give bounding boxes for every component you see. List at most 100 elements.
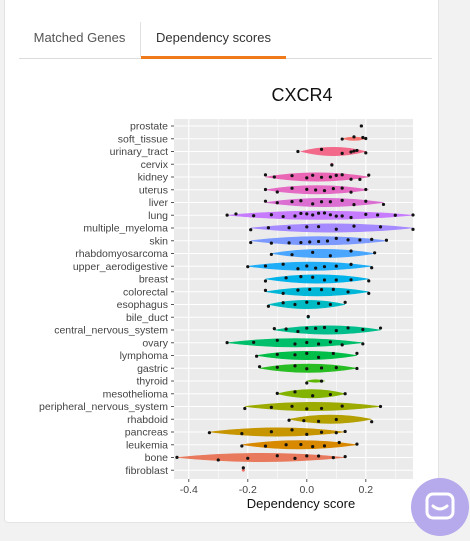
data-point (252, 340, 256, 344)
data-point (340, 214, 344, 218)
data-point (334, 417, 338, 422)
data-point (266, 226, 271, 230)
data-point (343, 429, 347, 434)
data-point (319, 288, 324, 292)
data-point (257, 365, 262, 369)
data-point (325, 239, 330, 243)
data-point (263, 288, 268, 292)
plot-panel (174, 119, 413, 479)
data-point (378, 326, 383, 330)
data-point (316, 355, 321, 360)
y-label-liver: liver (149, 197, 169, 209)
data-point (352, 203, 356, 207)
data-point (306, 314, 310, 319)
data-point (358, 238, 362, 242)
data-point (411, 213, 415, 217)
data-point (293, 456, 297, 460)
y-label-lung: lung (148, 210, 168, 222)
data-point (175, 455, 179, 459)
data-point (241, 466, 245, 470)
data-point (305, 326, 309, 330)
data-point (384, 238, 389, 242)
y-label-upper_aerodigestive: upper_aerodigestive (73, 261, 168, 273)
data-point (349, 249, 353, 253)
data-point (340, 198, 344, 202)
data-point (355, 351, 359, 355)
data-point (361, 342, 365, 346)
data-point (334, 236, 338, 240)
data-point (275, 190, 279, 194)
data-point (275, 365, 279, 369)
data-point (269, 252, 273, 257)
y-label-soft_tissue: soft_tissue (118, 133, 168, 145)
data-point (370, 420, 374, 424)
x-axis-title: Dependency score (247, 496, 355, 511)
data-point (287, 418, 291, 422)
data-point (299, 199, 303, 203)
tab-bar: Matched Genes Dependency scores (19, 22, 432, 59)
y-label-colorectal: colorectal (123, 286, 168, 298)
data-point (290, 200, 294, 204)
data-point (284, 276, 288, 280)
data-point (334, 173, 338, 177)
chat-launcher-button[interactable] (411, 478, 469, 536)
data-point (355, 442, 359, 446)
y-label-pancreas: pancreas (125, 427, 168, 439)
data-point (334, 366, 338, 370)
data-point (328, 340, 332, 344)
data-point (322, 278, 327, 282)
data-point (305, 381, 309, 385)
data-point (340, 186, 344, 190)
data-point (299, 442, 303, 447)
data-point (299, 211, 303, 216)
data-point (370, 237, 374, 241)
data-point (346, 290, 350, 294)
data-point (316, 225, 321, 229)
data-point (311, 445, 315, 449)
violin-central_nervous_system (274, 325, 381, 335)
y-label-skin: skin (149, 235, 168, 247)
data-point (358, 177, 362, 181)
data-point (269, 430, 273, 434)
data-point (373, 251, 377, 255)
y-label-rhabdomyosarcoma: rhabdomyosarcoma (75, 248, 168, 260)
y-label-urinary_tract: urinary_tract (110, 146, 168, 158)
data-point (349, 190, 353, 194)
data-point (305, 212, 309, 216)
data-point (322, 444, 327, 448)
data-point (349, 150, 353, 154)
data-point (311, 202, 315, 206)
data-point (290, 428, 294, 432)
tab-dependency-scores[interactable]: Dependency scores (141, 22, 286, 59)
y-label-thyroid: thyroid (136, 376, 168, 388)
data-point (287, 241, 291, 245)
data-point (343, 454, 347, 459)
violin-colorectal (265, 287, 369, 297)
y-axis-labels: prostatesoft_tissueurinary_tractcervixki… (39, 121, 174, 477)
data-point (272, 327, 276, 331)
data-point (375, 213, 380, 217)
data-point (269, 405, 273, 409)
y-label-lymphoma: lymphoma (120, 350, 169, 362)
data-point (311, 213, 315, 217)
data-point (322, 189, 327, 193)
data-point (290, 174, 294, 178)
data-point (319, 379, 324, 383)
data-point (296, 267, 300, 271)
data-point (305, 187, 309, 191)
data-point (305, 176, 309, 180)
data-point (349, 262, 353, 266)
data-point (346, 326, 350, 330)
data-point (281, 301, 285, 305)
data-point (284, 327, 288, 331)
data-point (249, 228, 253, 232)
violin-breast (265, 274, 369, 284)
tab-matched-genes[interactable]: Matched Genes (19, 22, 141, 57)
data-point (266, 304, 271, 308)
data-point (225, 341, 229, 345)
data-point (234, 212, 238, 216)
data-point (311, 394, 315, 398)
data-point (328, 175, 332, 179)
data-point (381, 202, 386, 207)
data-point (352, 135, 356, 139)
